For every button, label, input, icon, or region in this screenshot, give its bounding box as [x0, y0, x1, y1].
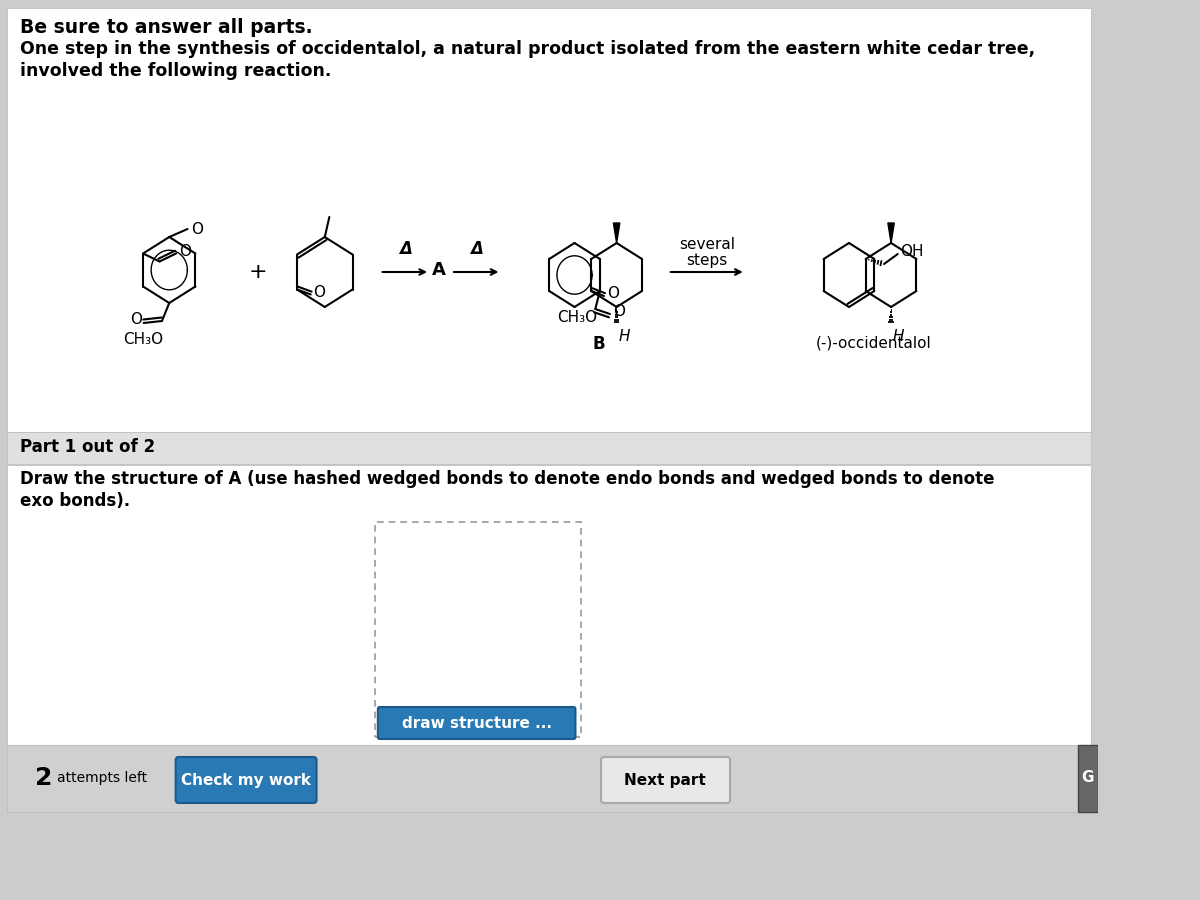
Text: (-)-occidentalol: (-)-occidentalol	[816, 335, 931, 350]
Bar	[7, 8, 1091, 432]
Text: CH₃O: CH₃O	[124, 331, 163, 346]
Text: O: O	[179, 244, 191, 259]
Text: Δ: Δ	[470, 240, 484, 258]
Text: Draw the structure of A (use hashed wedged bonds to denote endo bonds and wedged: Draw the structure of A (use hashed wedg…	[20, 470, 995, 488]
Text: involved the following reaction.: involved the following reaction.	[20, 62, 331, 80]
Text: O: O	[130, 312, 142, 328]
Polygon shape	[613, 223, 620, 243]
Text: several: several	[679, 237, 736, 252]
Text: 2: 2	[35, 766, 52, 790]
Text: H: H	[618, 329, 630, 344]
Text: +: +	[248, 262, 268, 282]
FancyBboxPatch shape	[378, 707, 576, 739]
Polygon shape	[888, 223, 894, 243]
Text: steps: steps	[686, 253, 728, 268]
Text: Be sure to answer all parts.: Be sure to answer all parts.	[20, 18, 313, 37]
Bar	[7, 432, 1091, 464]
Text: Δ: Δ	[398, 240, 412, 258]
Text: A: A	[432, 261, 446, 279]
Text: OH: OH	[900, 245, 924, 259]
Text: Next part: Next part	[624, 772, 706, 788]
Bar	[7, 465, 1091, 745]
Text: One step in the synthesis of occidentalol, a natural product isolated from the e: One step in the synthesis of occidentalo…	[20, 40, 1036, 58]
Bar	[7, 745, 1091, 812]
Text: Check my work: Check my work	[181, 772, 311, 788]
Bar	[376, 522, 581, 737]
Text: H: H	[893, 329, 905, 344]
Text: attempts left: attempts left	[56, 771, 146, 785]
Text: O: O	[313, 285, 325, 300]
Text: B: B	[593, 335, 606, 353]
Text: O: O	[607, 286, 619, 302]
Text: O: O	[613, 304, 625, 320]
Text: exo bonds).: exo bonds).	[20, 492, 131, 510]
Text: O: O	[191, 221, 203, 237]
Bar	[1078, 745, 1098, 812]
Text: CH₃O: CH₃O	[557, 310, 598, 325]
Text: Part 1 out of 2: Part 1 out of 2	[20, 438, 155, 456]
Text: draw structure ...: draw structure ...	[402, 716, 552, 731]
FancyBboxPatch shape	[601, 757, 730, 803]
FancyBboxPatch shape	[175, 757, 317, 803]
Text: G: G	[1081, 770, 1094, 786]
